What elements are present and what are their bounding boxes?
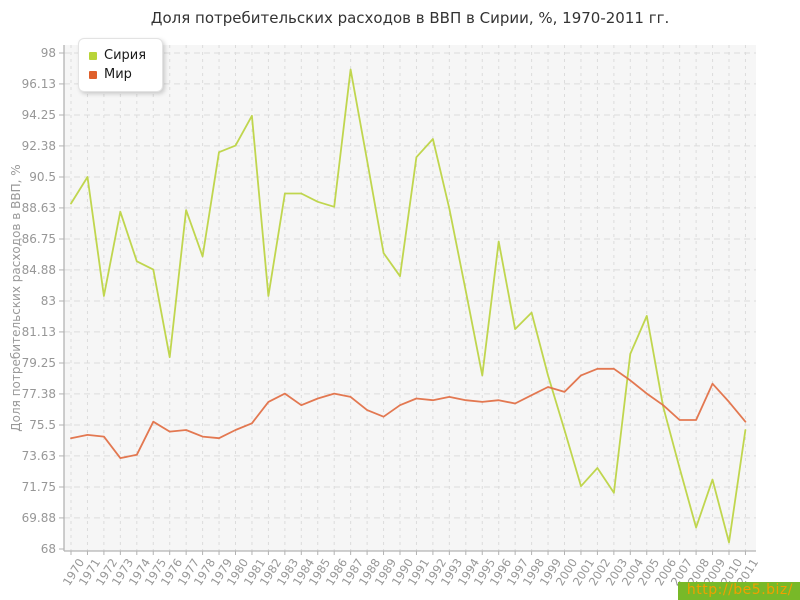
y-tick-label: 81.13	[21, 324, 56, 339]
y-tick-label: 84.88	[21, 262, 56, 277]
y-tick-label: 94.25	[21, 108, 56, 122]
y-tick-label: 75.5	[29, 418, 56, 432]
legend-item-world: Мир	[89, 65, 146, 84]
y-tick-label: 92.38	[21, 138, 56, 153]
y-tick-label: 88.63	[21, 200, 56, 215]
series-line-syria	[70, 68, 747, 544]
watermark-link[interactable]: http://be5.biz/	[677, 582, 800, 600]
y-tick-label: 90.5	[29, 170, 56, 184]
y-tick-label: 79.25	[21, 356, 56, 370]
legend-swatch	[89, 51, 97, 60]
legend-item-syria: Сирия	[89, 46, 146, 65]
y-tick-label: 68	[40, 542, 56, 556]
y-tick-label: 83	[40, 294, 56, 308]
y-tick-label: 71.75	[21, 480, 56, 494]
legend-label: Мир	[104, 67, 132, 82]
legend-label: Сирия	[104, 48, 147, 63]
series-line-world	[70, 367, 747, 460]
legend-swatch	[89, 70, 97, 79]
y-tick-label: 98	[40, 46, 56, 60]
y-tick-label: 73.63	[21, 448, 56, 463]
legend: Сирия Мир	[78, 38, 164, 92]
y-tick-label: 86.75	[21, 232, 56, 246]
y-tick-label: 96.13	[21, 76, 56, 91]
page-title: Доля потребительских расходов в ВВП в Си…	[150, 9, 670, 27]
y-tick-label: 69.88	[21, 510, 56, 525]
plot-background	[64, 45, 756, 551]
y-tick-label: 77.38	[21, 386, 56, 401]
